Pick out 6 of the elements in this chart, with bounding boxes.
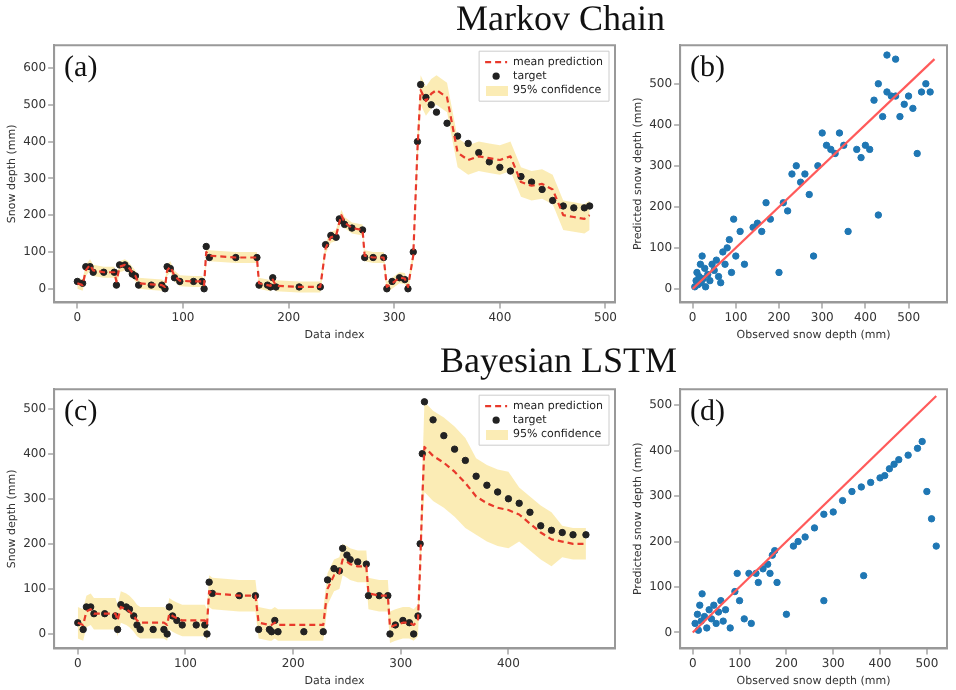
annotation: (c): [64, 396, 98, 429]
annotation: (a): [64, 52, 98, 85]
chart-title: Bayesian LSTM: [440, 340, 677, 382]
annotation: (d): [690, 396, 726, 429]
annotation: (b): [690, 52, 726, 85]
chart-title: Markov Chain: [456, 0, 665, 40]
